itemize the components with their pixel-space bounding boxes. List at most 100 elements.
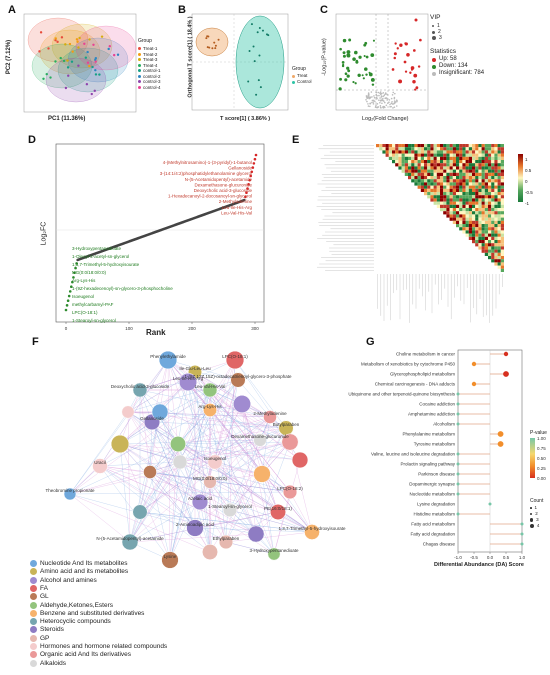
heatmap-cell xyxy=(494,211,498,215)
volcano-up-point xyxy=(415,86,419,90)
heatmap-cell xyxy=(491,249,495,253)
heatmap-cell xyxy=(465,156,469,160)
heatmap-cell xyxy=(408,144,412,148)
network-edge xyxy=(209,389,275,555)
heatmap-cell xyxy=(459,163,463,167)
heatmap-cell xyxy=(427,182,431,186)
pca-legend-item: control-4 xyxy=(138,85,161,91)
heatmap-cell xyxy=(494,243,498,247)
heatmap-cell xyxy=(484,166,488,170)
heatmap-cell xyxy=(488,227,492,231)
heatmap-cell xyxy=(500,227,504,231)
pca-point xyxy=(39,31,43,34)
da-point xyxy=(456,422,460,426)
heatmap-cell xyxy=(398,156,402,160)
network-node xyxy=(191,493,209,511)
heatmap-cell xyxy=(408,176,412,180)
heatmap-cell xyxy=(497,185,501,189)
heatmap-cell xyxy=(465,227,469,231)
pca-point xyxy=(91,65,94,69)
network-legend-item: Alkaloids xyxy=(30,659,66,667)
heatmap-cell xyxy=(392,156,396,160)
heatmap-cell xyxy=(424,156,428,160)
heatmap-cell xyxy=(468,211,472,215)
volcano-up-point xyxy=(391,68,395,71)
heatmap-cell xyxy=(452,201,456,205)
heatmap-cell xyxy=(404,166,408,170)
heatmap-cell xyxy=(424,147,428,151)
network-edge xyxy=(209,409,271,418)
heatmap-cell xyxy=(433,172,437,176)
heatmap-cell xyxy=(478,185,482,189)
volcano-insig-point xyxy=(388,99,391,101)
oplsda-control-point xyxy=(261,29,264,32)
heatmap-cell xyxy=(459,224,463,228)
heatmap-cell xyxy=(475,230,479,234)
heatmap-cell xyxy=(491,192,495,196)
heatmap-cell xyxy=(449,166,453,170)
heatmap-cell xyxy=(484,198,488,202)
heatmap-cell xyxy=(500,147,504,151)
da-pathway-label: Parkinson disease xyxy=(418,472,455,477)
heatmap-cell xyxy=(497,262,501,266)
heatmap-cell xyxy=(488,230,492,234)
volcano-insig-point xyxy=(389,105,391,108)
heatmap-cell xyxy=(459,198,463,202)
stats-swatch xyxy=(432,57,436,62)
heatmap-cell xyxy=(488,256,492,260)
heatmap-cell xyxy=(472,233,476,237)
heatmap-cell xyxy=(472,198,476,202)
heatmap-cell xyxy=(465,179,469,183)
heatmap-cell xyxy=(484,144,488,148)
pca-point xyxy=(92,43,95,47)
network-node xyxy=(203,403,217,417)
rank-up-label: Deoxycholic acid-3-glucoside xyxy=(194,188,253,193)
heatmap-cell xyxy=(459,208,463,212)
heatmap-cell xyxy=(408,160,412,164)
vip-legend-item: 1 xyxy=(432,23,442,29)
heatmap-cell xyxy=(468,208,472,212)
volcano-down-point xyxy=(372,39,375,42)
legend-label: Alcohol and amines xyxy=(40,576,97,584)
heatmap-cell xyxy=(440,153,444,157)
heatmap-cell xyxy=(478,169,482,173)
heatmap-cell xyxy=(475,233,479,237)
heatmap-cell xyxy=(481,227,485,231)
network-edge xyxy=(194,371,243,405)
volcano-up-point xyxy=(414,18,418,22)
heatmap-cell xyxy=(436,179,440,183)
rank-point xyxy=(249,174,252,178)
heatmap-cell xyxy=(494,236,498,240)
volcano-insig-point xyxy=(379,99,382,102)
heatmap-cell xyxy=(433,198,437,202)
volcano-insig-point xyxy=(383,101,386,104)
heatmap-cell xyxy=(478,217,482,221)
network-node-label: 1-Stearoyl-sn-glycerol xyxy=(208,504,252,509)
heatmap-cell xyxy=(443,192,447,196)
heatmap-cell xyxy=(411,176,415,180)
heatmap-cell xyxy=(462,150,466,154)
heatmap-cell xyxy=(385,144,389,148)
heatmap-cell xyxy=(468,192,472,196)
volcano-insig-point xyxy=(386,99,388,101)
heatmap-cell xyxy=(481,220,485,224)
heatmap-cell xyxy=(449,211,453,215)
heatmap-cell xyxy=(488,198,492,202)
heatmap-cell xyxy=(468,188,472,192)
volcano-down-point xyxy=(355,60,359,64)
network-node-label: Isoeugenol xyxy=(204,456,226,461)
heatmap-cell xyxy=(481,236,485,240)
heatmap-cell xyxy=(446,150,450,154)
heatmap-cell xyxy=(472,201,476,205)
heatmap-cell xyxy=(494,185,498,189)
heatmap-cell xyxy=(484,147,488,151)
heatmap-cell xyxy=(500,214,504,218)
network-node-label: 3-Hydroxypentanedioate xyxy=(249,548,299,553)
network-edge xyxy=(69,493,131,543)
rank-up-label: 4-(Methylnitrosamino)-1-(3-pyridyl)-1-bu… xyxy=(163,160,252,165)
heatmap-cell xyxy=(462,224,466,228)
heatmap-cell xyxy=(436,195,440,199)
volcano-insig-point xyxy=(376,103,379,105)
legend-label: control-1 xyxy=(143,68,161,73)
da-pathway-label: Chagas disease xyxy=(423,542,456,547)
